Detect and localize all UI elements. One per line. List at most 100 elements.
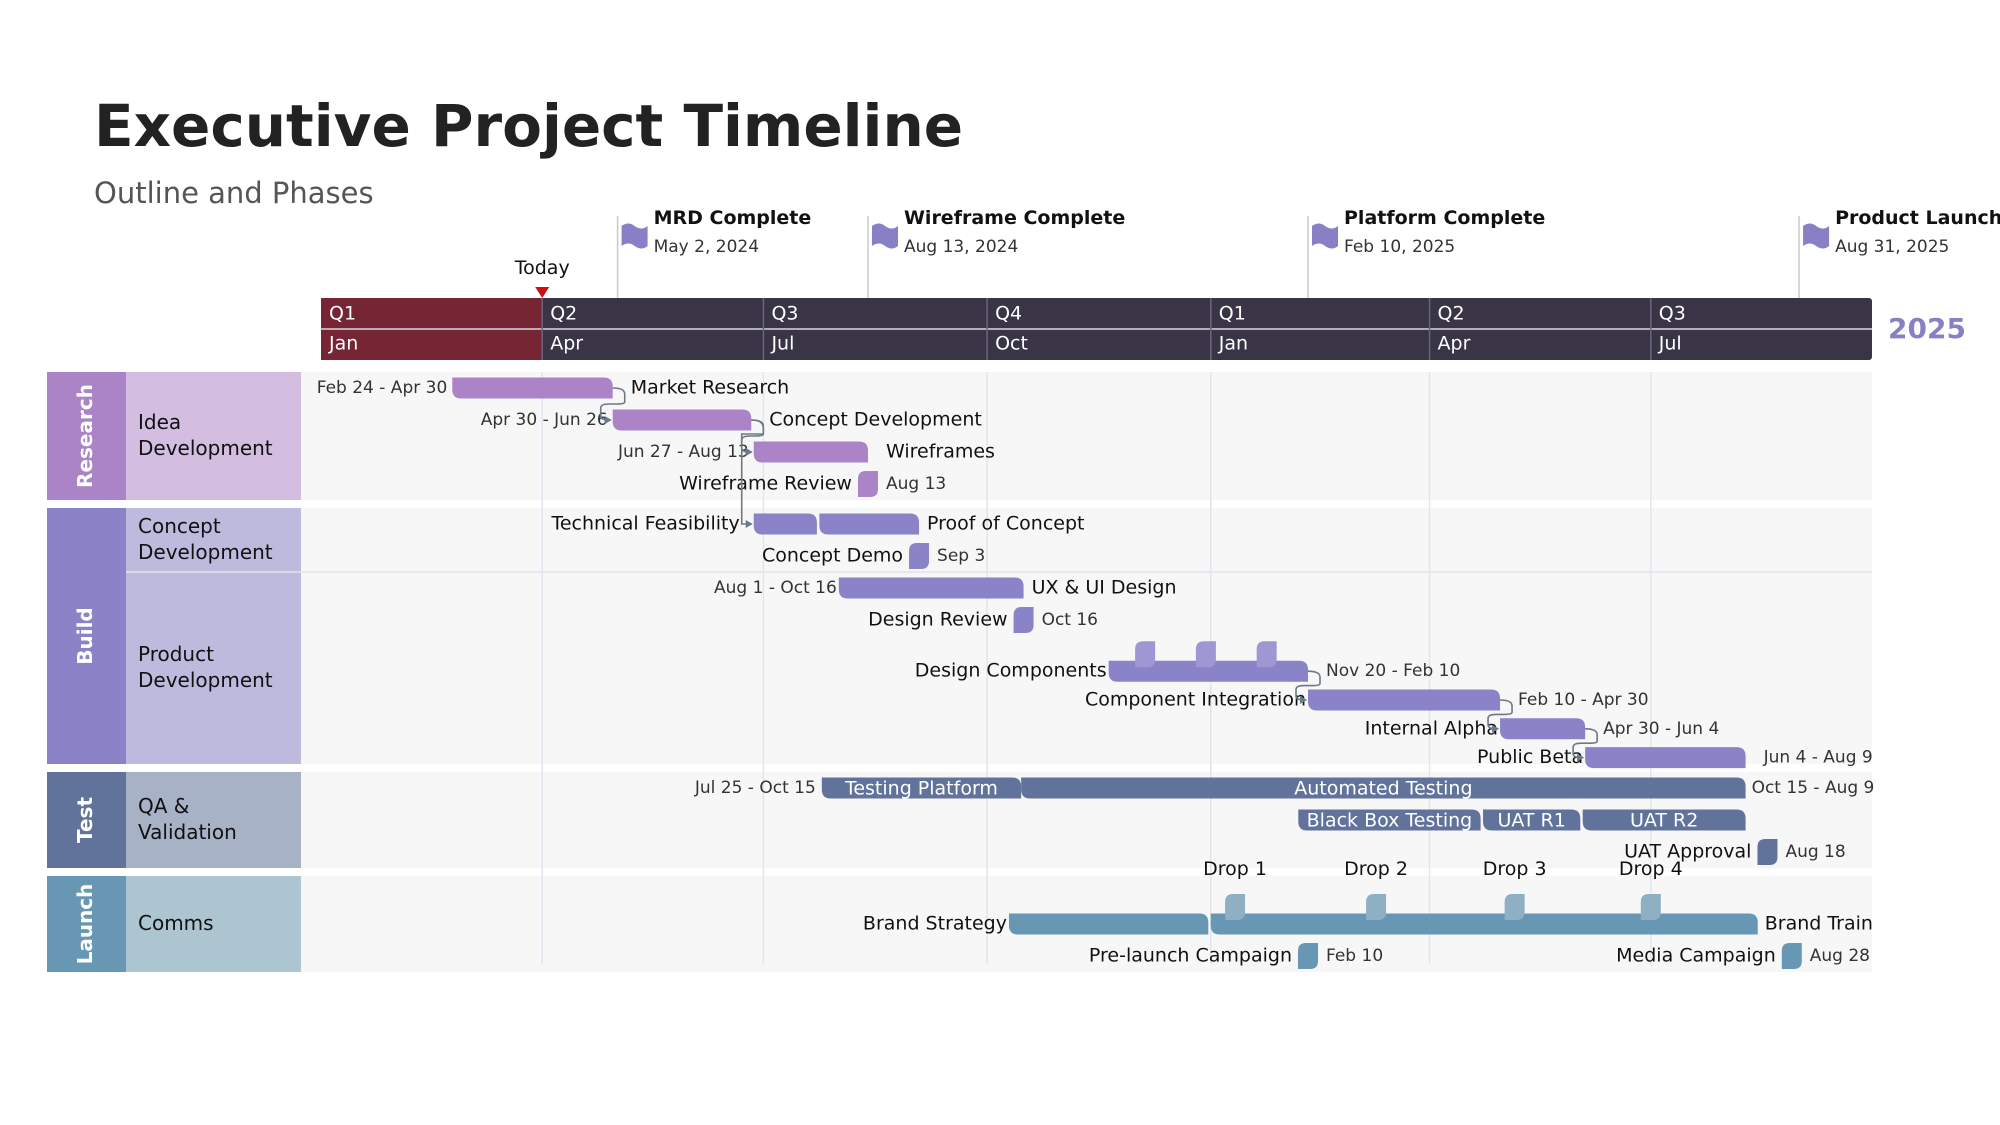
swimlane-label: Product Development	[138, 642, 273, 692]
component-marker-icon	[1256, 641, 1277, 668]
task-bar	[1008, 913, 1209, 935]
swimlane-label: QA & Validation	[138, 794, 237, 844]
task-label: Automated Testing	[1294, 778, 1472, 800]
swimlane-label: Comms	[138, 911, 214, 935]
task-label: Pre-launch Campaign	[1089, 945, 1292, 967]
drop-marker-icon	[1504, 894, 1525, 920]
task-label: Wireframe Review	[679, 473, 852, 495]
quarter-label: Q1	[329, 303, 356, 325]
task-label: Design Review	[868, 609, 1007, 631]
milestone-date: Feb 10, 2025	[1344, 237, 1455, 257]
swimlane-band	[126, 372, 301, 500]
milestone-date: May 2, 2024	[654, 237, 759, 257]
task-date: Aug 28	[1810, 946, 1870, 966]
task-label: UAT R1	[1497, 810, 1565, 832]
task-label: Concept Development	[769, 409, 982, 431]
task-label: Internal Alpha	[1365, 717, 1498, 739]
task-date: Feb 10	[1326, 946, 1383, 966]
task-label: Testing Platform	[844, 778, 998, 800]
swimlane-band	[126, 508, 301, 572]
task-label: Brand Train	[1765, 913, 1873, 935]
month-label: Jan	[1218, 333, 1248, 355]
task-label: Component Integration	[1085, 689, 1306, 711]
task-milestone-icon	[1298, 943, 1318, 969]
task-date: Apr 30 - Jun 4	[1603, 719, 1719, 739]
drop-label: Drop 3	[1483, 858, 1547, 880]
task-bar	[1298, 809, 1481, 831]
task-date: Aug 1 - Oct 16	[714, 578, 837, 598]
quarter-label: Q2	[1438, 303, 1465, 325]
milestone-date: Aug 13, 2024	[904, 237, 1018, 257]
dependency-line	[740, 419, 765, 525]
dependency-arrow	[1492, 724, 1500, 733]
phase-band	[47, 876, 126, 972]
drop-label: Drop 1	[1203, 858, 1267, 880]
task-label: UAT Approval	[1624, 841, 1751, 863]
quarter-label: Q1	[1219, 303, 1246, 325]
swimlane-label: Concept Development	[138, 514, 273, 564]
month-label: Apr	[1438, 333, 1471, 355]
phase-band	[47, 372, 126, 500]
task-label: Proof of Concept	[927, 513, 1084, 535]
page-title: Executive Project Timeline	[94, 92, 964, 160]
phase-label: Research	[73, 384, 97, 488]
quarter-label: Q2	[550, 303, 577, 325]
task-milestone-icon	[1757, 839, 1778, 865]
phase-area	[301, 508, 1872, 764]
dependency-arrow	[1577, 753, 1585, 762]
task-bar	[819, 513, 920, 535]
task-label: Media Campaign	[1616, 945, 1776, 967]
task-milestone-icon	[909, 543, 930, 569]
task-bar	[1308, 689, 1501, 711]
milestone-name: Platform Complete	[1344, 207, 1545, 229]
task-date: Feb 24 - Apr 30	[317, 378, 448, 398]
task-date: Oct 16	[1042, 610, 1098, 630]
month-label: Oct	[995, 333, 1028, 355]
task-date: Apr 30 - Jun 26	[481, 410, 608, 430]
task-milestone-icon	[857, 471, 878, 497]
task-bar	[838, 577, 1024, 599]
task-label: Design Components	[915, 660, 1107, 682]
task-label: Brand Strategy	[863, 913, 1007, 935]
phase-label: Build	[73, 607, 97, 665]
dependency-line	[599, 387, 626, 421]
milestone-name: MRD Complete	[654, 207, 812, 229]
task-bar	[452, 377, 613, 399]
task-bar	[821, 777, 1022, 799]
drop-marker-icon	[1225, 894, 1246, 920]
task-bar	[1210, 913, 1758, 935]
milestone-flag-icon	[1803, 223, 1830, 249]
dependency-arrow	[745, 520, 753, 528]
month-label: Jul	[1658, 333, 1682, 355]
dependency-line	[1572, 728, 1598, 759]
phase-band	[47, 772, 126, 868]
drop-marker-icon	[1366, 894, 1387, 920]
task-label: Technical Feasibility	[550, 513, 739, 535]
task-bar	[612, 409, 752, 431]
milestone-flag-icon	[1312, 223, 1338, 249]
today-label: Today	[514, 257, 570, 279]
swimlane-band	[126, 876, 301, 972]
task-bar	[1582, 809, 1746, 831]
dependency-arrow	[1300, 696, 1307, 704]
phase-label: Launch	[73, 884, 97, 965]
task-bar	[753, 441, 868, 463]
drop-marker-icon	[1640, 894, 1661, 920]
month-label: Jan	[328, 333, 358, 355]
component-marker-icon	[1135, 641, 1156, 668]
quarter-label: Q4	[995, 303, 1022, 325]
task-milestone-icon	[1013, 607, 1034, 633]
drop-label: Drop 2	[1344, 858, 1408, 880]
task-date: Aug 13	[886, 474, 946, 494]
task-date: Sep 3	[937, 546, 985, 566]
task-label: Market Research	[631, 377, 790, 399]
quarter-label: Q3	[771, 303, 798, 325]
milestone-name: Wireframe Complete	[904, 207, 1125, 229]
task-label: UX & UI Design	[1032, 577, 1177, 599]
year-label: 2025	[1888, 312, 1966, 345]
phase-label: Test	[73, 797, 97, 843]
milestone-flag-icon	[621, 223, 648, 249]
task-label: Concept Demo	[762, 545, 903, 567]
task-date: Nov 20 - Feb 10	[1326, 661, 1460, 681]
swimlane-band	[126, 772, 301, 868]
